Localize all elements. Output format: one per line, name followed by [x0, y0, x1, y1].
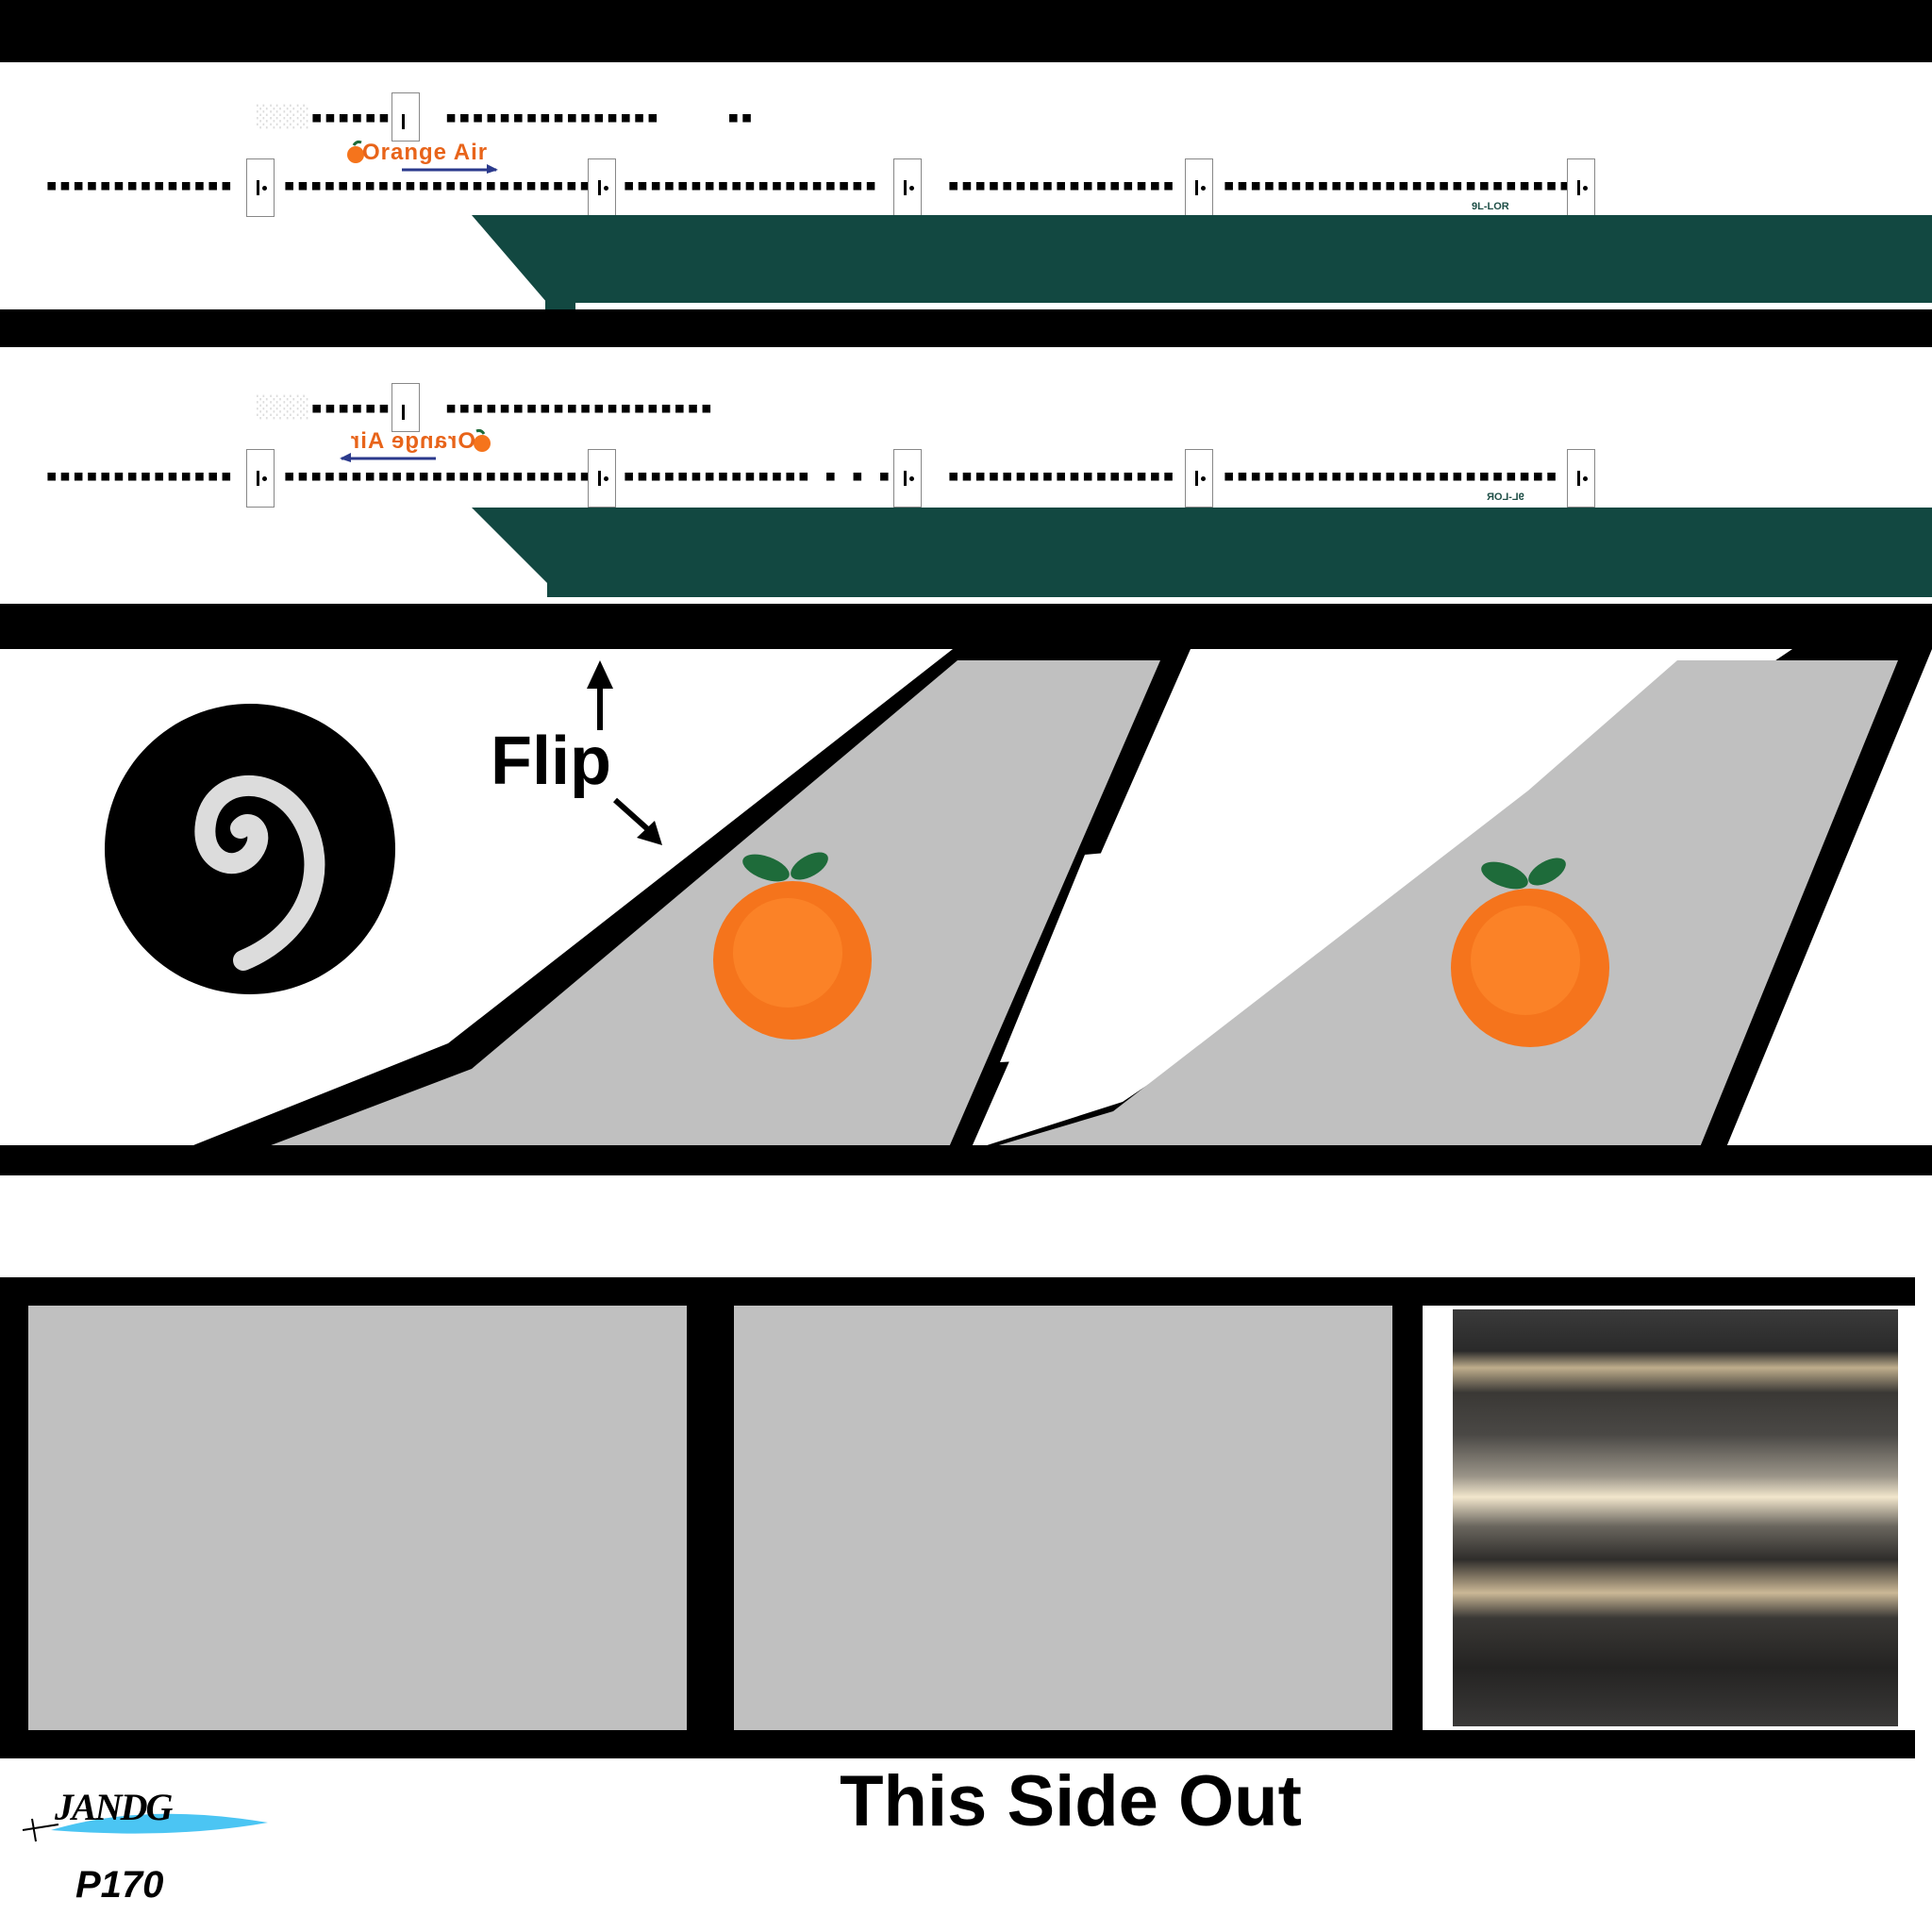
- grey-panel-1: [28, 1306, 687, 1730]
- tail-fin-left: [266, 660, 1160, 1147]
- logo-text: Orange Air: [362, 140, 489, 165]
- spiral-icon: [194, 775, 325, 971]
- door-2: [588, 449, 616, 508]
- top-border: [0, 0, 1932, 62]
- belly-stripe: [472, 508, 1932, 597]
- tail-section: Flip: [0, 649, 1932, 1147]
- orange-air-logo: Orange Air: [345, 136, 506, 174]
- separator-bar: [0, 604, 1932, 649]
- tail-bottom-bar: [0, 1145, 1932, 1175]
- main-window-row: ▪▪▪▪▪▪▪▪▪▪▪▪▪▪ ▪ ▪ ▪▪: [623, 464, 906, 488]
- main-window-row: ▪▪▪▪▪▪▪▪▪▪▪▪▪▪▪▪▪▪▪: [623, 174, 878, 197]
- main-window-row: ▪▪▪▪▪▪▪▪▪▪▪▪▪▪: [45, 464, 234, 488]
- door-1: [246, 449, 275, 508]
- brand-name: JANDG: [55, 1786, 173, 1828]
- orange-icon: [1451, 858, 1609, 1047]
- door-1: [246, 158, 275, 217]
- main-window-row: ▪▪▪▪▪▪▪▪▪▪▪▪▪▪▪▪▪▪▪▪▪▪▪▪▪: [1223, 464, 1559, 488]
- grey-panel-2: [734, 1306, 1392, 1730]
- arrow-up-head: [587, 660, 613, 689]
- tail-fin-right: [992, 660, 1898, 1147]
- door-3: [893, 158, 922, 217]
- fuselage-right-side: ░░░░▪▪▪▪▪▪ ▪▪▪▪▪▪▪▪▪▪▪▪▪▪▪▪▪▪▪▪ ▪▪▪▪▪▪▪▪…: [0, 347, 1932, 604]
- swoosh-icon: [22, 1813, 268, 1842]
- main-window-row: ▪▪▪▪▪▪▪▪▪▪▪▪▪▪▪▪▪▪▪▪▪▪▪▪: [283, 174, 606, 197]
- door-5: [1567, 158, 1595, 217]
- main-window-row: ▪▪▪▪▪▪▪▪▪▪▪▪▪▪▪▪▪: [947, 464, 1176, 488]
- upper-window-row: ░░░░▪▪▪▪▪▪ ▪▪▪▪▪▪▪▪▪▪▪▪▪▪▪▪ ▪▪: [257, 106, 755, 129]
- tail-art: [105, 649, 1932, 1147]
- separator-bar: [0, 309, 1932, 347]
- upper-door: [391, 383, 420, 432]
- door-4: [1185, 449, 1213, 508]
- this-side-out-label: This Side Out: [840, 1761, 1302, 1841]
- main-window-row: ▪▪▪▪▪▪▪▪▪▪▪▪▪▪▪▪▪▪▪▪▪▪▪▪: [283, 464, 606, 488]
- arrow-diagonal-head: [637, 821, 662, 845]
- door-4: [1185, 158, 1213, 217]
- upper-window-row: ░░░░▪▪▪▪▪▪ ▪▪▪▪▪▪▪▪▪▪▪▪▪▪▪▪▪▪▪▪: [257, 396, 714, 420]
- main-window-row: ▪▪▪▪▪▪▪▪▪▪▪▪▪▪▪▪▪: [947, 174, 1176, 197]
- orange-air-logo-mirrored: Orange Air: [332, 425, 492, 462]
- metal-texture-panel: [1453, 1309, 1898, 1726]
- flip-label: Flip: [491, 724, 611, 799]
- door-5: [1567, 449, 1595, 508]
- brand-logo: JANDG: [13, 1783, 277, 1849]
- main-window-row: ▪▪▪▪▪▪▪▪▪▪▪▪▪▪▪▪▪▪▪▪▪▪▪▪▪▪: [1223, 174, 1573, 197]
- orange-air-logo-mark: [347, 140, 498, 174]
- fuselage-left-side: ░░░░▪▪▪▪▪▪ ▪▪▪▪▪▪▪▪▪▪▪▪▪▪▪▪ ▪▪ ▪▪▪▪▪▪▪▪▪…: [0, 62, 1932, 309]
- model-number: P170: [75, 1864, 164, 1906]
- door-3: [893, 449, 922, 508]
- registration-label: 9L-LOR: [1472, 201, 1509, 212]
- belly-stripe: [472, 215, 1932, 309]
- fin-gap: [1000, 847, 1170, 1062]
- door-2: [588, 158, 616, 217]
- arrow-diagonal-icon: [612, 797, 654, 835]
- orange-air-logo-mark: [340, 428, 491, 462]
- upper-door: [391, 92, 420, 142]
- orange-icon: [713, 852, 872, 1040]
- main-window-row: ▪▪▪▪▪▪▪▪▪▪▪▪▪▪: [45, 174, 234, 197]
